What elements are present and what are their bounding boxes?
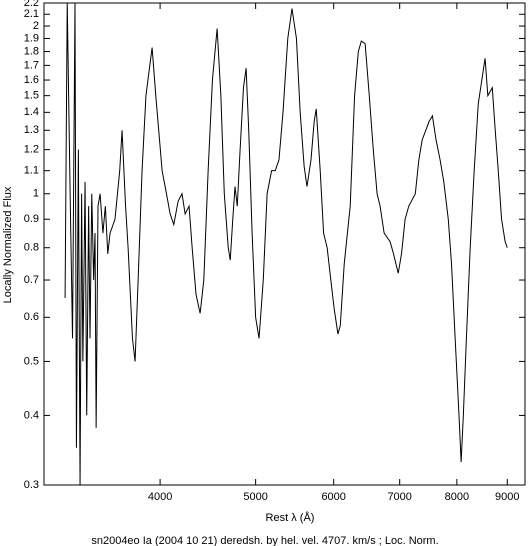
x-tick-label: 6000 xyxy=(321,491,345,503)
x-tick-label: 5000 xyxy=(243,491,267,503)
y-tick-label: 0.8 xyxy=(24,242,39,254)
y-tick-label: 2.2 xyxy=(24,0,39,9)
y-tick-label: 1.3 xyxy=(24,124,39,136)
y-tick-label: 2.1 xyxy=(24,8,39,20)
y-tick-label: 1.7 xyxy=(24,59,39,71)
y-tick-label: 1.8 xyxy=(24,45,39,57)
y-tick-label: 0.7 xyxy=(24,274,39,286)
y-tick-label: 1.5 xyxy=(24,90,39,102)
y-tick-label: 1.2 xyxy=(24,144,39,156)
y-tick-label: 0.9 xyxy=(24,213,39,225)
y-tick-label: 0.3 xyxy=(24,479,39,491)
y-tick-label: 0.5 xyxy=(24,355,39,367)
x-axis-label: Rest λ (Å) xyxy=(266,511,315,524)
y-tick-label: 1 xyxy=(33,188,39,200)
y-tick-label: 1.4 xyxy=(24,106,39,118)
x-tick-label: 7000 xyxy=(387,491,411,503)
y-tick-label: 0.4 xyxy=(24,409,39,421)
plot-frame xyxy=(43,2,526,486)
y-tick-label: 2 xyxy=(33,20,39,32)
y-tick-label: 1.9 xyxy=(24,32,39,44)
y-tick-label: 1.1 xyxy=(24,165,39,177)
spectrum-line xyxy=(64,2,508,486)
y-axis-label: Locally Normalized Flux xyxy=(2,186,14,303)
x-tick-label: 4000 xyxy=(148,491,172,503)
x-tick-label: 9000 xyxy=(495,491,519,503)
caption: sn2004eo Ia (2004 10 21) deredsh. by hel… xyxy=(91,535,438,546)
x-tick-label: 8000 xyxy=(445,491,469,503)
y-tick-label: 0.6 xyxy=(24,311,39,323)
y-tick-label: 1.6 xyxy=(24,74,39,86)
